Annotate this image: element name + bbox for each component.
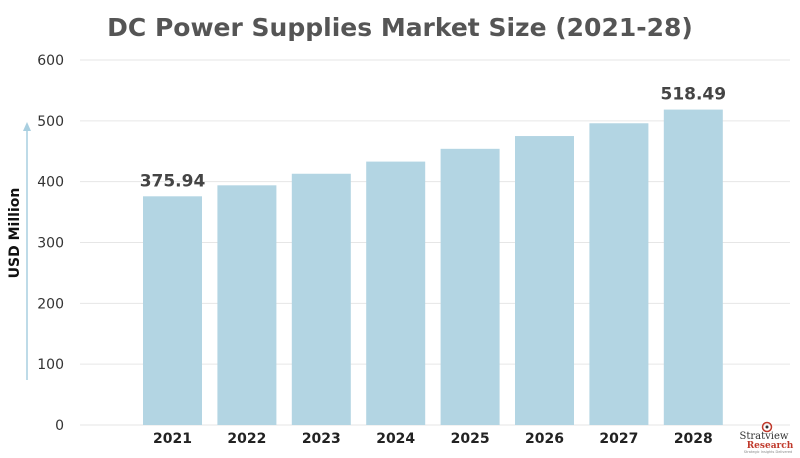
bar-2021 <box>143 196 202 425</box>
x-tick-label-2025: 2025 <box>451 431 490 447</box>
y-tick-label-2: 200 <box>37 296 64 312</box>
x-tick-labels: 2021 2022 2023 2024 2025 2026 2027 2028 <box>153 431 713 447</box>
x-tick-label-2026: 2026 <box>525 431 564 447</box>
x-tick-label-2023: 2023 <box>302 431 341 447</box>
logo-target-center-icon <box>765 425 769 429</box>
logo-target-icon <box>761 421 773 433</box>
data-label-2028: 518.49 <box>660 85 726 105</box>
data-label-2021: 375.94 <box>140 171 206 191</box>
y-axis-label-group: USD Million <box>7 122 31 380</box>
x-tick-label-2024: 2024 <box>376 431 415 447</box>
x-tick-label-2021: 2021 <box>153 431 192 447</box>
y-tick-label-1: 100 <box>37 357 64 373</box>
y-axis-label: USD Million <box>7 188 23 279</box>
bar-2028 <box>663 109 723 425</box>
y-tick-label-4: 400 <box>37 175 64 191</box>
bars <box>143 109 723 426</box>
y-tick-labels: 0 100 200 300 400 500 600 <box>37 53 64 434</box>
y-axis-arrow-head <box>23 122 31 131</box>
chart-title: DC Power Supplies Market Size (2021-28) <box>107 13 693 42</box>
bar-2023 <box>291 173 351 425</box>
bar-2027 <box>589 123 649 426</box>
x-tick-label-2027: 2027 <box>599 431 638 447</box>
logo-word-stratview: Stratview <box>740 431 789 442</box>
x-tick-label-2022: 2022 <box>227 431 266 447</box>
bar-2022 <box>217 185 277 425</box>
data-labels: 375.94 518.49 <box>140 85 726 192</box>
logo-word-research: Research <box>747 441 794 451</box>
bar-2026 <box>515 136 574 425</box>
y-tick-label-3: 300 <box>37 236 64 252</box>
stratview-logo: Stratview Research Strategic Insights De… <box>740 421 794 454</box>
x-tick-label-2028: 2028 <box>674 431 713 447</box>
bar-2024 <box>366 161 426 425</box>
logo-tagline: Strategic Insights Delivered <box>744 450 792 454</box>
y-tick-label-0: 0 <box>55 418 64 434</box>
bar-2025 <box>440 148 500 426</box>
y-tick-label-5: 500 <box>37 114 64 130</box>
y-tick-label-6: 600 <box>37 53 64 69</box>
